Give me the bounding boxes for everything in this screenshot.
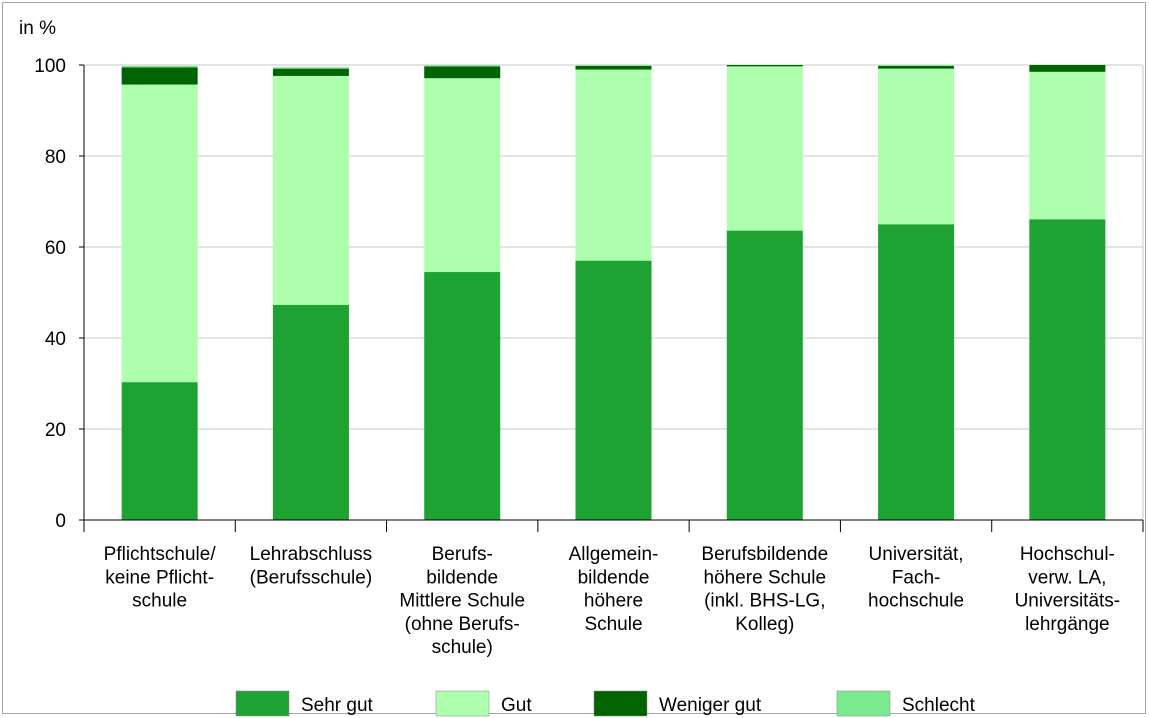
x-tick-label-line: lehrgänge [1025,614,1110,635]
x-tick-label-line: schule [132,591,187,612]
bar-segment-schlecht [424,65,501,67]
bar-segment-weniger-gut [424,66,501,79]
x-tick-label-line: Universität, [869,544,964,565]
x-tick-label: Allgemein-bildende höhere Schule [569,544,659,635]
legend-label: Weniger gut [659,695,762,716]
bar-segment-sehr-gut [878,224,955,520]
bar-segment-schlecht [121,65,198,68]
x-tick-label-line: Berufsbildende [701,544,828,565]
bar-segment-sehr-gut [272,304,349,520]
x-tick-label-line: (Berufsschule) [250,567,373,588]
bar-segment-weniger-gut [575,65,652,70]
bar-segment-weniger-gut [878,65,955,69]
x-tick-label-line: höhere Schule [704,567,827,588]
legend-label: Sehr gut [301,695,374,716]
x-tick-label-line: keine Pflicht- [105,567,214,588]
bar-segment-gut [575,69,652,261]
x-tick-label-line: höhere [584,591,643,612]
x-tick-label-line: verw. LA, [1028,567,1106,588]
bar-segment-sehr-gut [121,382,198,520]
x-tick-label-line: Allgemein- [569,544,659,565]
bar-segment-gut [272,75,349,305]
legend-swatch [836,690,891,717]
x-tick-label-line: Lehrabschluss [250,544,373,565]
x-tick-label-line: bildende [578,567,650,588]
bar-segment-weniger-gut [272,68,349,76]
x-tick-label-line: hochschule [868,591,964,612]
x-tick-label: Berufsbildende höhere Schule (inkl. BHS-LG… [701,544,828,635]
y-tick-label: 40 [45,329,66,350]
x-tick-label-line: Kolleg) [735,614,794,635]
legend-swatch [235,690,290,717]
bar-segment-weniger-gut [121,67,198,85]
x-tick-label-line: (inkl. BHS-LG, [704,591,825,612]
x-tick-label-line: (ohne Berufs- [405,614,520,635]
y-tick-label: 100 [34,56,66,77]
y-tick-label: 60 [45,238,66,259]
bar-segment-schlecht [272,67,349,69]
bar-segment-sehr-gut [424,272,501,520]
bar-segment-sehr-gut [575,260,652,520]
bar-segment-gut [1029,71,1106,220]
x-tick-label: Pflichtschule/keine Pflicht-schule [104,544,217,612]
bar-segment-gut [121,84,198,383]
x-tick-label-line: Hochschul- [1020,544,1115,565]
legend-label: Gut [501,695,532,716]
x-tick-label: Universität, Fach-hochschule [868,544,964,612]
x-tick-label: Hochschul-verw. LA, Universitäts-lehrgäng… [1015,544,1121,635]
bar-segment-schlecht [878,65,955,66]
x-tick-label-line: bildende [426,567,498,588]
bar-segment-sehr-gut [1029,219,1106,520]
y-tick-label: 20 [45,420,66,441]
legend-swatch [593,690,648,717]
y-axis-label: in % [19,18,56,39]
x-tick-label-line: schule) [432,637,493,658]
x-tick-label-line: Mittlere Schule [399,591,525,612]
bar-segment-gut [726,66,803,231]
x-tick-label-line: Schule [584,614,642,635]
y-tick-label: 0 [55,511,66,532]
x-tick-label-line: Pflichtschule/ [104,544,217,565]
bar-segment-weniger-gut [1029,65,1106,72]
x-tick-label-line: Berufs- [432,544,493,565]
y-tick-label: 80 [45,147,66,168]
x-tick-label-line: Universitäts- [1015,591,1121,612]
legend-label: Schlecht [902,695,976,716]
legend-swatch [435,690,490,717]
x-tick-label: Berufs-bildende Mittlere Schule (ohne Beru… [399,544,525,658]
bar-segment-gut [878,68,955,225]
bar-segment-sehr-gut [726,230,803,520]
bar-segment-schlecht [575,65,652,66]
bar-segment-gut [424,78,501,273]
x-tick-label: Lehrabschluss (Berufsschule) [250,544,373,588]
bar-segment-weniger-gut [726,65,803,67]
x-tick-label-line: Fach- [892,567,941,588]
